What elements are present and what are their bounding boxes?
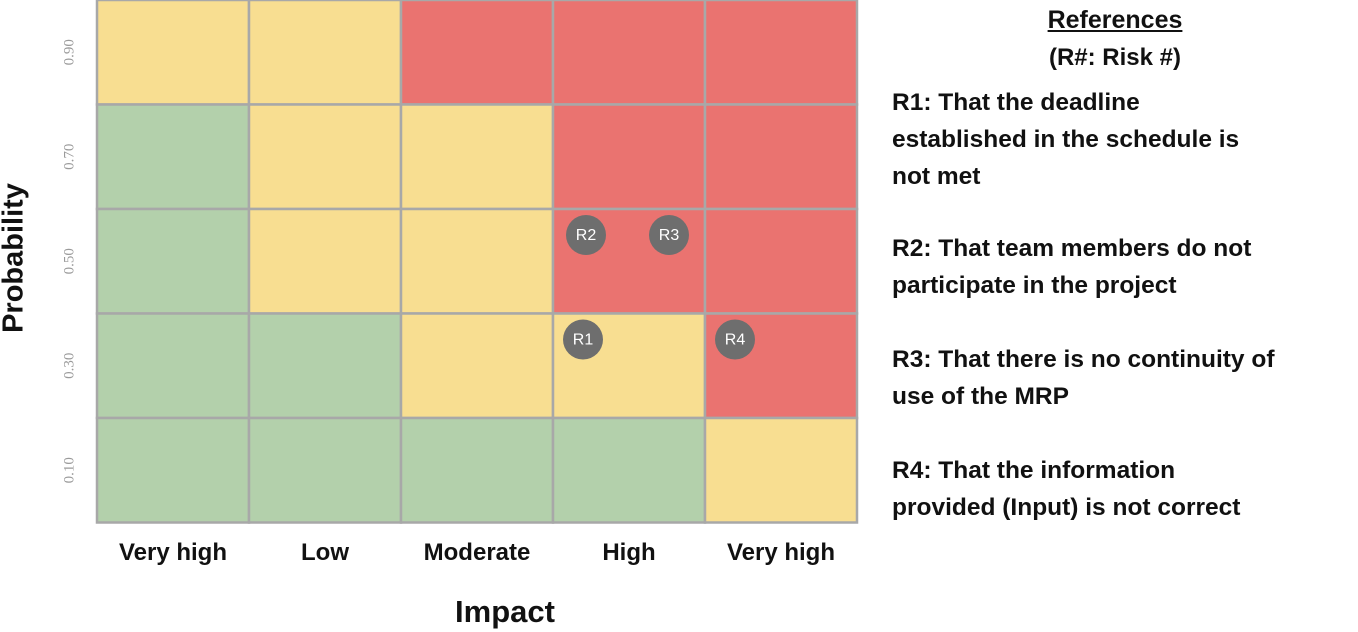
risk-marker-r2 <box>566 215 606 255</box>
heatmap-cell-0.70-2 <box>247 103 403 211</box>
y-tick-label: 0.30 <box>61 353 77 379</box>
y-tick-label: 0.50 <box>61 248 77 274</box>
heatmap-cell-0.90-2 <box>247 0 403 106</box>
risk-marker-r4 <box>715 319 755 360</box>
x-tick-label: Very high <box>727 539 835 566</box>
heatmap-cell-0.10-4 <box>551 416 707 524</box>
y-tick-label: 0.70 <box>61 144 77 170</box>
risk-marker-label: R3 <box>659 227 680 244</box>
x-tick-label: High <box>602 539 655 566</box>
x-axis-label: Impact <box>455 594 555 629</box>
x-tick-label: Very high <box>119 539 227 566</box>
heatmap-cell-0.50-5 <box>703 207 859 315</box>
risk-marker-label: R4 <box>725 332 746 349</box>
heatmap-cell-0.10-2 <box>247 416 403 524</box>
heatmap-cell-0.70-3 <box>399 103 555 211</box>
references-subtitle: (R#: Risk #) <box>1048 44 1182 71</box>
risk-heatmap: 0.90 0.70 0.50 0.30 0.10 Very high Low Moderate… <box>61 0 859 566</box>
heatmap-cell-0.10-3 <box>399 416 555 524</box>
y-tick-label: 0.10 <box>61 457 77 483</box>
risk-marker-r3 <box>649 215 689 255</box>
heatmap-cell-0.50-2 <box>247 207 403 315</box>
risk-marker-label: R2 <box>576 227 597 244</box>
heatmap-cell-0.30-2 <box>247 312 403 420</box>
heatmap-cell-0.90-3 <box>399 0 555 106</box>
references-title: References <box>1047 6 1183 34</box>
heatmap-cell-0.70-4 <box>551 103 707 211</box>
x-tick-label: Low <box>301 539 349 566</box>
reference-r3: R3: That there is no continuity of use o… <box>892 346 1275 410</box>
reference-r2: R2: That team members do not participate… <box>892 235 1252 299</box>
heatmap-cell-0.10-5 <box>703 416 859 524</box>
heatmap-cell-0.90-1 <box>95 0 251 106</box>
references-panel: References (R#: Risk #) R1: That the dea… <box>890 0 1355 632</box>
heatmap-cell-0.30-1 <box>95 312 251 420</box>
y-tick-label: 0.90 <box>61 39 77 65</box>
y-axis-label: Probability <box>0 183 30 333</box>
heatmap-cell-0.50-1 <box>95 207 251 315</box>
heatmap-cell-0.70-5 <box>703 103 859 211</box>
heatmap-cell-0.90-4 <box>551 0 707 106</box>
heatmap-cell-0.10-1 <box>95 416 251 524</box>
heatmap-cell-0.90-5 <box>703 0 859 106</box>
x-tick-label: Moderate <box>424 539 531 566</box>
heatmap-cell-0.30-3 <box>399 312 555 420</box>
risk-marker-r1 <box>563 319 603 360</box>
heatmap-cell-0.50-3 <box>399 207 555 315</box>
reference-r4: R4: That the information provided (Input… <box>892 457 1241 521</box>
risk-marker-label: R1 <box>573 332 594 349</box>
reference-r1: R1: That the deadline established in the… <box>892 89 1240 190</box>
heatmap-cell-0.70-1 <box>95 103 251 211</box>
